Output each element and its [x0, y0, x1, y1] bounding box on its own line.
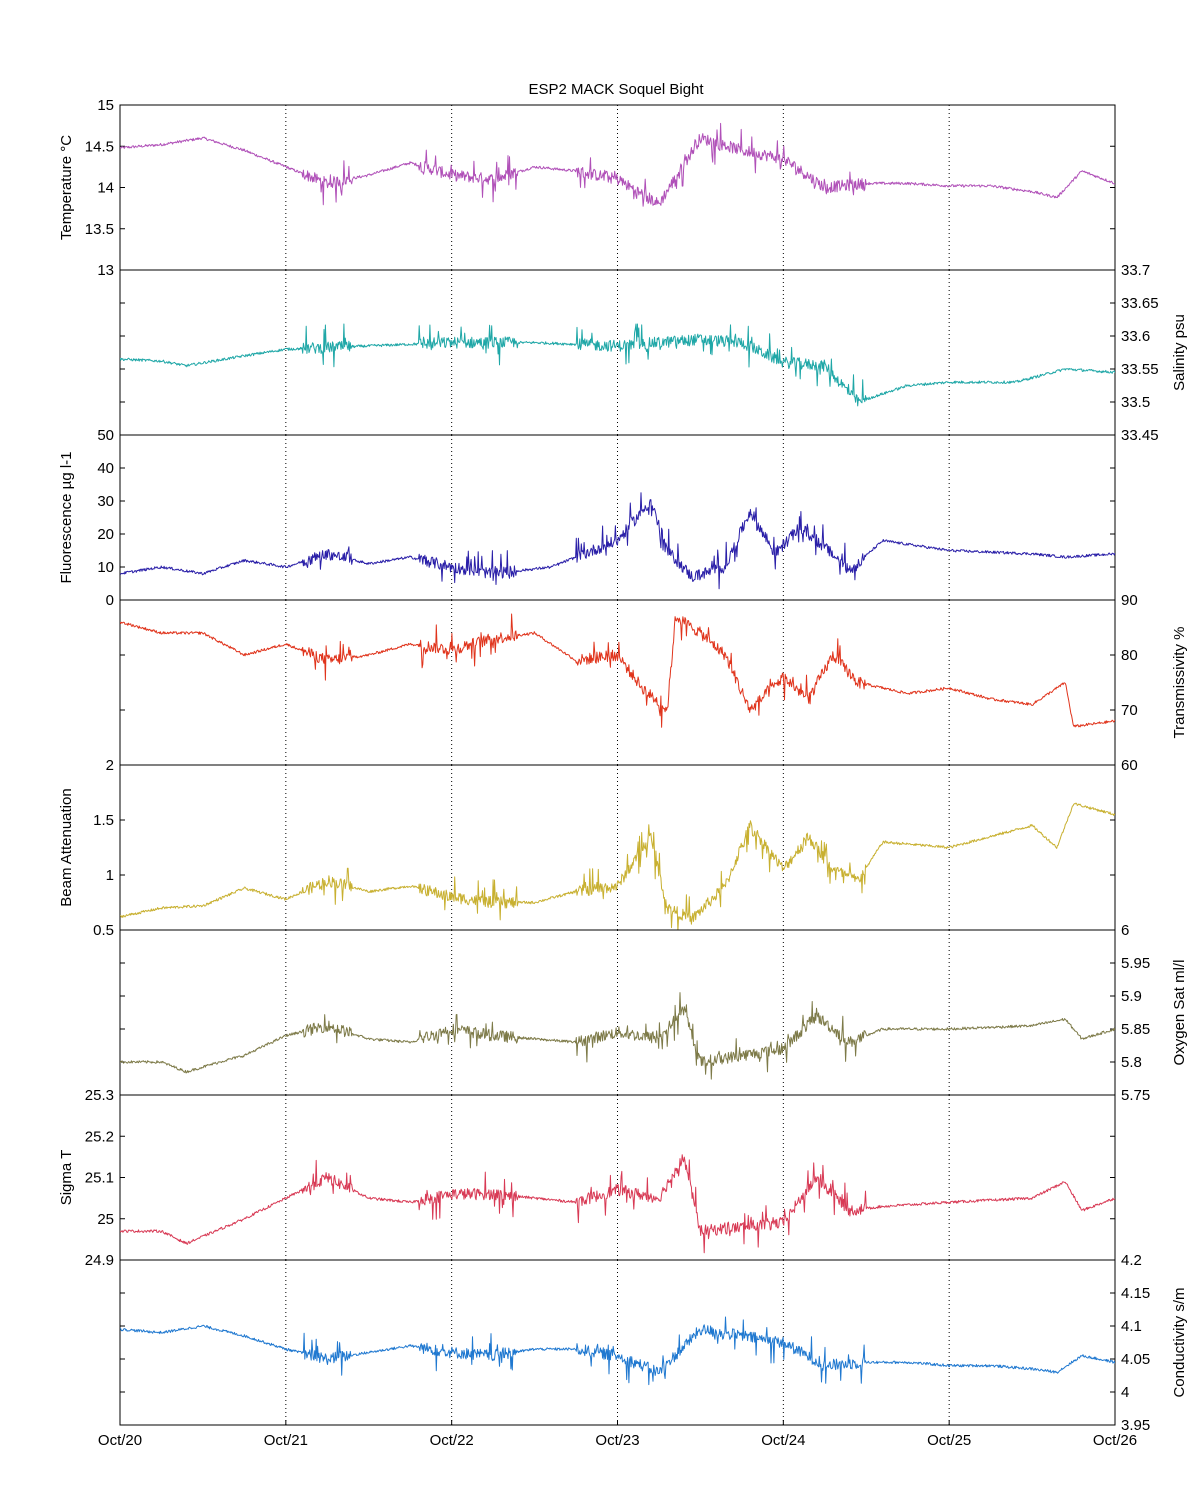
y-tick-label: 25.2 — [85, 1128, 114, 1145]
panel-transmissivity: 60 70 80 90 Transmissivity % — [119, 592, 1188, 774]
y-tick-label: 24.9 — [85, 1252, 114, 1269]
x-tick-label: Oct/26 — [1093, 1432, 1137, 1449]
y-tick-label: 14.5 — [85, 138, 114, 155]
y-tick-label: 33.5 — [1121, 394, 1150, 411]
x-axis: Oct/20 Oct/21 Oct/22 Oct/23 Oct/24 Oct/25 Oct/… — [98, 1420, 1137, 1449]
panel-salinity: 33.45 33.5 33.55 33.6 33.65 33.7 Salinity psu — [119, 262, 1188, 444]
y-tick-label: 25.1 — [85, 1170, 114, 1187]
y-tick-label: 5.8 — [1121, 1054, 1142, 1071]
x-tick-label: Oct/21 — [264, 1432, 308, 1449]
y-tick-label: 10 — [97, 559, 114, 576]
y-tick-label: 90 — [1121, 592, 1138, 609]
y-tick-label: 4.05 — [1121, 1351, 1150, 1368]
x-tick-label: Oct/25 — [927, 1432, 971, 1449]
y-tick-label: 2 — [106, 757, 114, 774]
y-tick-label: 4.1 — [1121, 1318, 1142, 1335]
y-tick-label: 13.5 — [85, 221, 114, 238]
panel-oxygen: 5.75 5.8 5.85 5.9 5.95 6 Oxygen Sat ml/l — [119, 922, 1188, 1104]
y-tick-label: 80 — [1121, 647, 1138, 664]
y-tick-label: 13 — [97, 262, 114, 279]
y-tick-label: 0.5 — [93, 922, 114, 939]
y-axis-label-oxygen: Oxygen Sat ml/l — [1171, 960, 1188, 1066]
y-tick-label: 6 — [1121, 922, 1129, 939]
panel-sigma_t: 24.9 25 25.1 25.2 25.3 Sigma T — [58, 1087, 1116, 1269]
y-tick-label: 60 — [1121, 757, 1138, 774]
y-tick-label: 5.9 — [1121, 988, 1142, 1005]
y-axis-label-temperature: Temperature °C — [58, 135, 75, 240]
series-line-oxygen — [120, 992, 1115, 1080]
x-tick-label: Oct/24 — [761, 1432, 805, 1449]
x-tick-label: Oct/23 — [595, 1432, 639, 1449]
chart-title: ESP2 MACK Soquel Bight — [528, 81, 704, 98]
series-line-temperature — [120, 122, 1115, 207]
y-tick-label: 3.95 — [1121, 1417, 1150, 1434]
y-tick-label: 30 — [97, 493, 114, 510]
y-axis-label-beam_attenuation: Beam Attenuation — [58, 788, 75, 906]
y-tick-label: 15 — [97, 97, 114, 114]
y-tick-label: 33.55 — [1121, 361, 1159, 378]
y-axis-label-transmissivity: Transmissivity % — [1171, 627, 1188, 739]
panel-fluorescence: 0 10 20 30 40 50 Fluorescence µg l-1 — [58, 427, 1116, 609]
series-line-fluorescence — [120, 492, 1115, 590]
y-tick-label: 5.85 — [1121, 1021, 1150, 1038]
panel-beam_attenuation: 0.5 1 1.5 2 Beam Attenuation — [58, 757, 1116, 939]
y-tick-label: 70 — [1121, 702, 1138, 719]
y-axis-label-fluorescence: Fluorescence µg l-1 — [58, 451, 75, 583]
y-tick-label: 4.15 — [1121, 1285, 1150, 1302]
x-tick-label: Oct/20 — [98, 1432, 142, 1449]
y-tick-label: 33.65 — [1121, 295, 1159, 312]
panel-conductivity: 3.95 4 4.05 4.1 4.15 4.2 Conductivity s/m — [119, 1252, 1188, 1434]
y-tick-label: 14 — [97, 180, 114, 197]
y-axis-label-salinity: Salinity psu — [1171, 314, 1188, 391]
y-tick-label: 33.6 — [1121, 328, 1150, 345]
y-tick-label: 25 — [97, 1211, 114, 1228]
y-axis-label-conductivity: Conductivity s/m — [1171, 1287, 1188, 1397]
panel-temperature: 13 13.5 14 14.5 15 Temperature °C — [58, 97, 1116, 279]
y-tick-label: 4.2 — [1121, 1252, 1142, 1269]
y-tick-label: 50 — [97, 427, 114, 444]
y-tick-label: 25.3 — [85, 1087, 114, 1104]
series-line-conductivity — [120, 1316, 1115, 1386]
y-tick-label: 1 — [106, 867, 114, 884]
y-tick-label: 5.95 — [1121, 955, 1150, 972]
y-tick-label: 1.5 — [93, 812, 114, 829]
y-tick-label: 5.75 — [1121, 1087, 1150, 1104]
x-tick-label: Oct/22 — [430, 1432, 474, 1449]
series-line-beam_attenuation — [120, 802, 1115, 930]
y-tick-label: 40 — [97, 460, 114, 477]
series-line-sigma_t — [120, 1154, 1115, 1254]
y-axis-label-sigma_t: Sigma T — [58, 1150, 75, 1206]
y-tick-label: 4 — [1121, 1384, 1129, 1401]
y-tick-label: 20 — [97, 526, 114, 543]
series-line-salinity — [120, 323, 1115, 407]
y-tick-label: 0 — [106, 592, 114, 609]
y-tick-label: 33.45 — [1121, 427, 1159, 444]
y-tick-label: 33.7 — [1121, 262, 1150, 279]
series-line-transmissivity — [120, 613, 1115, 728]
